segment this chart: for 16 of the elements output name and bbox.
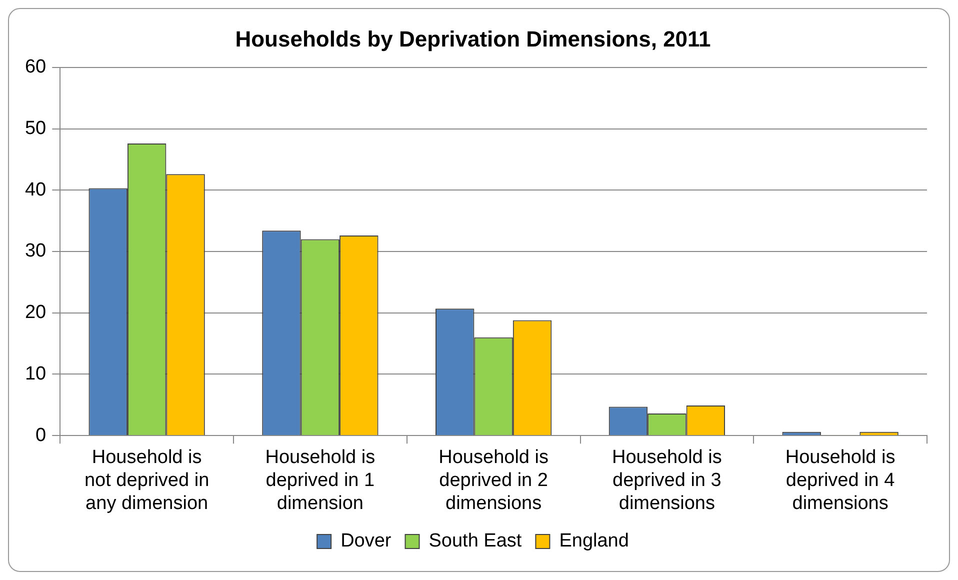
x-tick-label: Household is deprived in 1 dimension <box>265 447 376 514</box>
y-tick-label: 50 <box>24 118 46 139</box>
y-tick-label: 0 <box>36 424 46 446</box>
y-tick-label: 30 <box>24 240 46 262</box>
legend-label: South East <box>428 530 522 552</box>
y-tick-label: 60 <box>24 56 46 78</box>
chart-title: Households by Deprivation Dimensions, 2011 <box>235 26 711 52</box>
x-tick-label: Household is not deprived in any dimension <box>84 447 210 514</box>
y-tick-label: 20 <box>24 302 46 324</box>
y-tick-label: 40 <box>24 179 46 200</box>
legend-label: England <box>559 530 629 552</box>
legend-label: Dover <box>340 530 392 552</box>
x-tick-label: Household is deprived in 2 dimensions <box>438 447 548 514</box>
x-tick-label: Household is deprived in 4 dimensions <box>785 447 896 514</box>
y-tick-label: 10 <box>24 363 46 384</box>
x-tick-label: Household is deprived in 3 dimensions <box>612 447 722 514</box>
